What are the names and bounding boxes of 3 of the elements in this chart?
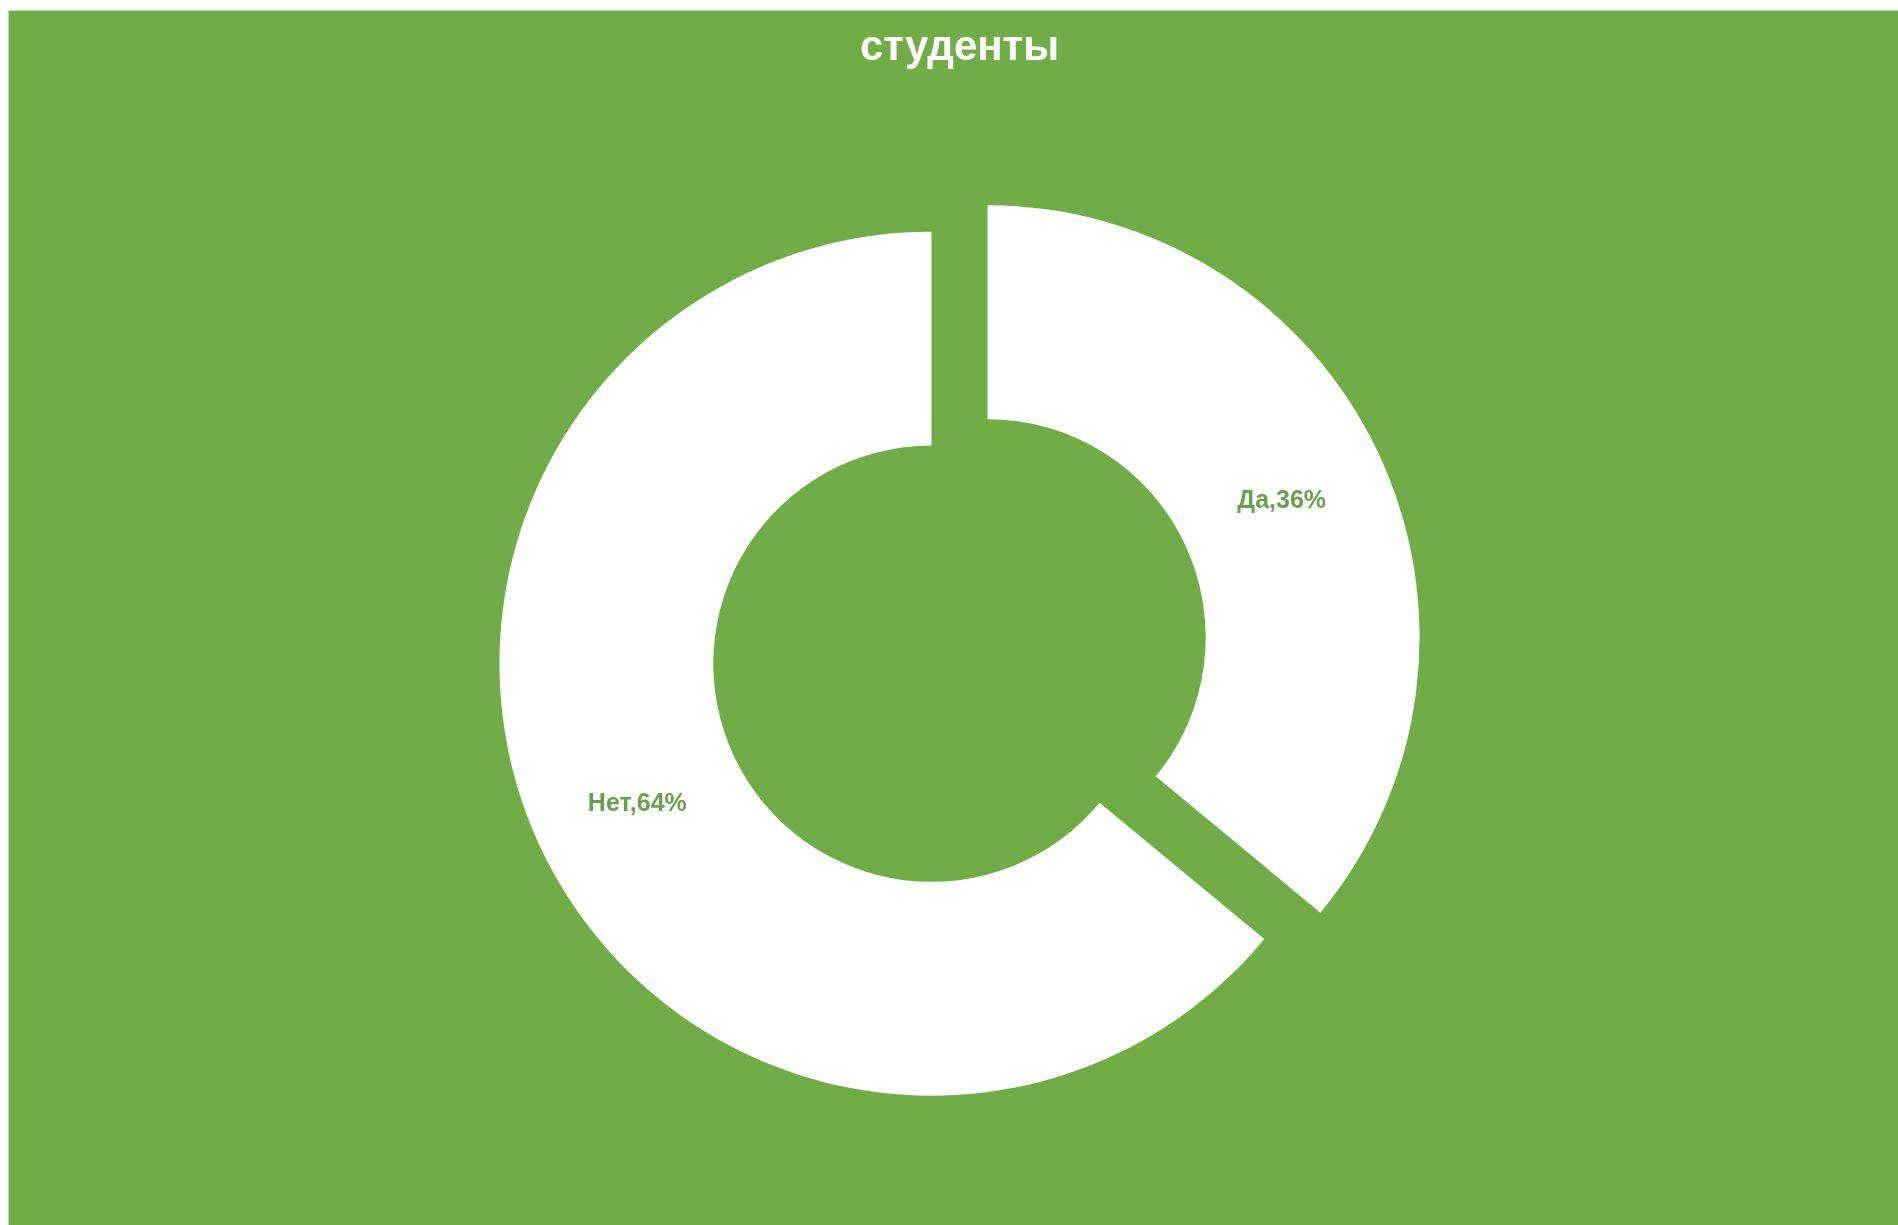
- slice-label: Да,36%: [1237, 484, 1327, 513]
- chart-title: студенты: [859, 22, 1060, 69]
- slice-label: Нет,64%: [587, 788, 687, 817]
